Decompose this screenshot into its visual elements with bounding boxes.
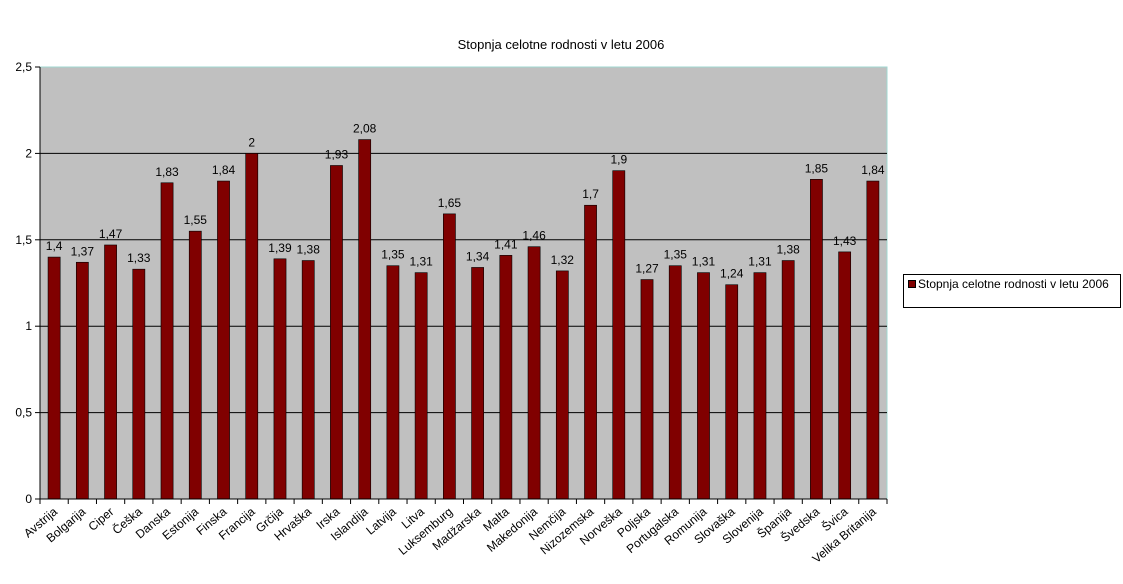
- bar: [245, 153, 259, 500]
- bar: [584, 204, 597, 500]
- data-label: 1,27: [635, 262, 659, 276]
- y-tick-label: 2: [25, 146, 32, 160]
- data-labels: 1,4 1,37 1,47 1,33 1,83 1,55 1,84 2 1,39 1,38 1,93…: [46, 122, 885, 281]
- data-label: 1,83: [155, 165, 179, 179]
- x-axis: AvstrijaBolgarijaCiperČeškaDanskaEstonij…: [21, 498, 888, 566]
- bar: [443, 213, 456, 500]
- data-label: 1,34: [466, 249, 490, 263]
- data-label: 1,31: [409, 255, 433, 269]
- bar: [414, 272, 428, 500]
- bar: [612, 170, 626, 500]
- data-label: 1,47: [99, 227, 123, 241]
- data-label: 1,46: [522, 229, 546, 243]
- legend-swatch: [908, 280, 916, 288]
- data-label: 2,08: [353, 122, 377, 136]
- bar: [555, 270, 569, 500]
- data-label: 1,41: [494, 237, 518, 251]
- y-tick-label: 2,5: [15, 60, 32, 74]
- data-label: 1,31: [692, 255, 716, 269]
- bars: [47, 139, 880, 500]
- bar: [640, 279, 654, 500]
- bar: [330, 165, 343, 500]
- data-label: 1,38: [297, 243, 321, 257]
- bar: [810, 179, 823, 500]
- y-tick-label: 1,5: [15, 233, 32, 247]
- bar: [358, 139, 372, 500]
- gridlines: [40, 152, 887, 414]
- legend-label: Stopnja celotne rodnosti v letu 2006: [918, 277, 1109, 291]
- chart-title: Stopnja celotne rodnosti v letu 2006: [458, 37, 665, 52]
- bar: [838, 251, 852, 500]
- bar: [668, 265, 682, 500]
- legend: Stopnja celotne rodnosti v letu 2006: [903, 274, 1121, 308]
- bar: [217, 180, 230, 500]
- data-label: 1,93: [325, 147, 349, 161]
- bar: [160, 182, 174, 500]
- bar: [753, 272, 767, 500]
- bar: [132, 268, 146, 500]
- data-label: 1,32: [551, 253, 575, 267]
- data-label: 1,85: [805, 161, 829, 175]
- bar: [527, 246, 541, 500]
- y-tick-label: 1: [25, 319, 32, 333]
- data-label: 1,35: [381, 248, 405, 262]
- data-label: 1,35: [664, 248, 688, 262]
- data-label: 1,84: [861, 163, 885, 177]
- data-label: 1,39: [268, 241, 292, 255]
- data-label: 1,31: [748, 255, 772, 269]
- y-tick-label: 0: [25, 492, 32, 506]
- bar: [301, 260, 315, 500]
- bar: [866, 180, 880, 500]
- bar: [725, 284, 739, 500]
- plot-area: [39, 66, 888, 500]
- data-label: 1,65: [438, 196, 462, 210]
- data-label: 1,84: [212, 163, 236, 177]
- bar: [75, 261, 89, 500]
- bar: [697, 272, 710, 500]
- bar: [781, 260, 795, 500]
- bar: [47, 256, 61, 500]
- data-label: 1,38: [777, 243, 801, 257]
- bar: [104, 244, 117, 500]
- bar: [188, 230, 202, 500]
- y-axis: 0 0,5 1 1,5 2 2,5: [15, 60, 41, 506]
- data-label: 1,24: [720, 267, 744, 281]
- data-label: 1,55: [184, 213, 208, 227]
- bar: [499, 255, 513, 500]
- bar: [273, 258, 287, 500]
- data-label: 1,33: [127, 251, 151, 265]
- bar: [386, 265, 400, 500]
- bar: [471, 267, 484, 500]
- data-label: 1,37: [71, 244, 95, 258]
- data-label: 2: [248, 135, 255, 149]
- data-label: 1,43: [833, 234, 857, 248]
- data-label: 1,7: [582, 187, 599, 201]
- x-tick-label: Latvija: [363, 504, 399, 537]
- data-label: 1,4: [46, 239, 63, 253]
- data-label: 1,9: [610, 153, 627, 167]
- y-tick-label: 0,5: [15, 406, 32, 420]
